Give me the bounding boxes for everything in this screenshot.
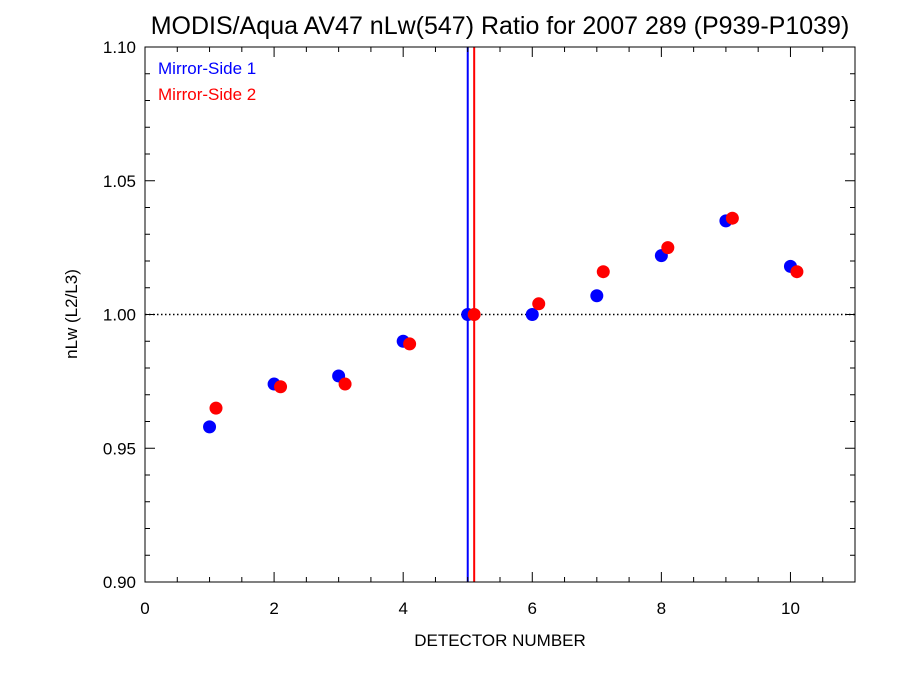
x-tick-label: 10 [781, 599, 800, 618]
y-tick-label: 1.05 [103, 172, 136, 191]
y-axis-label: nLw (L2/L3) [62, 269, 81, 359]
series-2-point [338, 377, 352, 391]
series-2-point [661, 241, 675, 255]
y-tick-label: 0.95 [103, 439, 136, 458]
series-2-point [532, 297, 546, 311]
x-tick-label: 8 [657, 599, 666, 618]
x-tick-label: 4 [398, 599, 407, 618]
x-tick-label: 0 [140, 599, 149, 618]
plot-area [145, 47, 855, 582]
series-1-point [203, 420, 217, 434]
series-2-point [403, 337, 417, 351]
legend: Mirror-Side 1 Mirror-Side 2 [158, 59, 256, 104]
y-tick-label: 0.90 [103, 573, 136, 592]
plot-frame [144, 46, 856, 583]
y-tick-label: 1.10 [103, 38, 136, 57]
series-2-point [467, 308, 481, 321]
series-1-point [590, 289, 604, 303]
series-2-point [274, 380, 288, 394]
legend-item-2: Mirror-Side 2 [158, 85, 256, 104]
y-tick-label: 1.00 [103, 306, 136, 325]
series-2-point [725, 211, 739, 225]
series-1-point [525, 308, 539, 321]
series-2-point [790, 265, 804, 279]
x-tick-label: 2 [269, 599, 278, 618]
series-2-point [209, 401, 223, 415]
x-tick-label: 6 [528, 599, 537, 618]
chart-title: MODIS/Aqua AV47 nLw(547) Ratio for 2007 … [151, 12, 850, 40]
series-2-point [596, 265, 610, 279]
x-axis-label: DETECTOR NUMBER [414, 631, 586, 650]
legend-item-1: Mirror-Side 1 [158, 59, 256, 78]
